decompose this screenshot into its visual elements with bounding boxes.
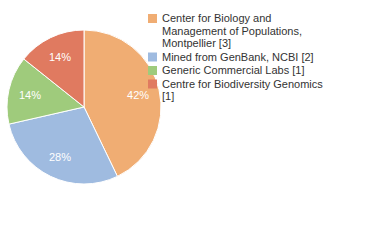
legend-swatch — [148, 66, 157, 75]
data-labels: 42% 28% 14% 14% — [19, 51, 149, 163]
data-label: 14% — [19, 89, 41, 101]
legend-swatch — [148, 14, 157, 23]
legend-label: Center for Biology andManagement of Popu… — [162, 12, 302, 49]
legend-swatch — [148, 53, 157, 62]
legend-label: Mined from GenBank, NCBI [2] — [162, 51, 314, 63]
chart: 42% 28% 14% 14% Center for Biology andManage… — [0, 0, 380, 240]
legend-label: Generic Commercial Labs [1] — [162, 64, 304, 76]
data-label: 42% — [127, 89, 149, 101]
pie — [7, 30, 161, 184]
legend-swatch — [148, 80, 157, 89]
data-label: 14% — [49, 51, 71, 63]
legend: Center for Biology andManagement of Popu… — [148, 12, 323, 102]
data-label: 28% — [49, 151, 71, 163]
legend-label: Centre for Biodiversity Genomics[1] — [162, 78, 323, 103]
